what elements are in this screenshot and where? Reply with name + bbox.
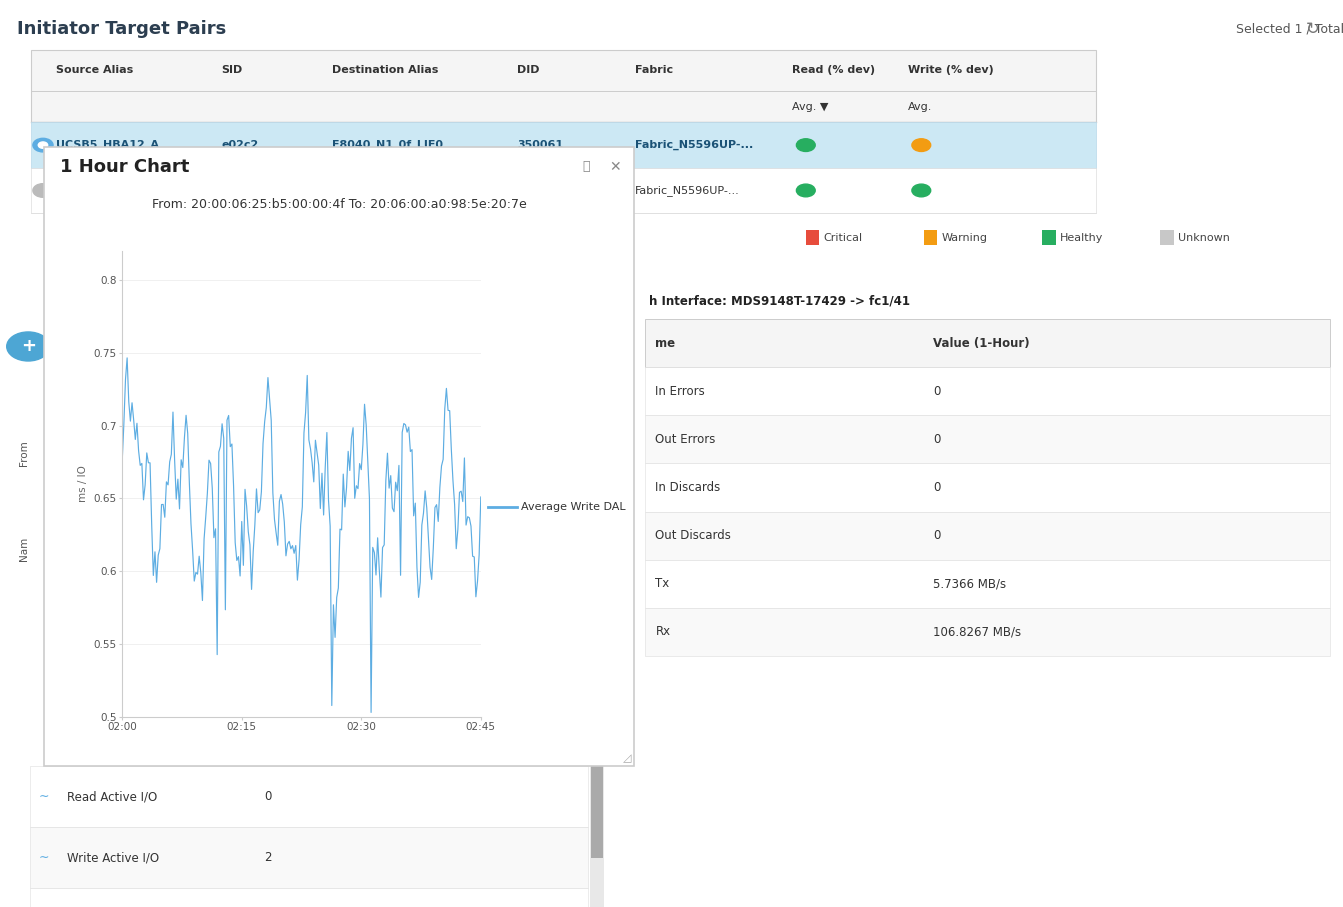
Text: 106.8267 MB/s: 106.8267 MB/s	[933, 625, 1022, 639]
Text: 0: 0	[933, 385, 940, 398]
Text: Write Active I/O: Write Active I/O	[67, 851, 160, 864]
Text: ∼: ∼	[39, 851, 50, 864]
Text: 0: 0	[933, 481, 940, 494]
Text: ✕: ✕	[610, 160, 622, 174]
Circle shape	[32, 138, 54, 151]
Text: Healthy: Healthy	[1060, 232, 1103, 243]
Bar	[806, 230, 819, 245]
Text: e02c2: e02c2	[222, 140, 259, 151]
Bar	[645, 415, 1330, 463]
Bar	[645, 319, 1330, 367]
Text: From: From	[19, 441, 28, 466]
Bar	[590, 766, 604, 907]
Text: Avg.: Avg.	[908, 102, 932, 112]
Text: Tx: Tx	[655, 577, 670, 590]
Text: From: 20:00:06:25:b5:00:00:4f To: 20:06:00:a0:98:5e:20:7e: From: 20:00:06:25:b5:00:00:4f To: 20:06:…	[152, 198, 526, 210]
Bar	[30, 827, 588, 888]
Text: UCSB5_HBA12_A: UCSB5_HBA12_A	[56, 185, 150, 196]
Bar	[1160, 230, 1174, 245]
Text: 0: 0	[933, 433, 940, 446]
Bar	[591, 766, 603, 858]
Text: F8040_N1_0f_LIF0: F8040_N1_0f_LIF0	[332, 140, 443, 151]
Text: d800a1: d800a1	[517, 185, 559, 196]
Text: Read (% dev): Read (% dev)	[792, 65, 876, 75]
Bar	[645, 512, 1330, 560]
Bar	[31, 50, 1096, 122]
Text: Source Alias: Source Alias	[56, 65, 134, 75]
Bar	[44, 147, 634, 766]
Text: Out Errors: Out Errors	[655, 433, 716, 446]
Text: 1 Hour Chart: 1 Hour Chart	[60, 158, 189, 176]
Text: DID: DID	[517, 65, 540, 75]
Text: 350061: 350061	[517, 140, 563, 151]
Circle shape	[912, 184, 931, 197]
Text: Rx: Rx	[655, 625, 670, 639]
Circle shape	[38, 141, 48, 148]
Text: 0: 0	[265, 790, 271, 804]
Bar	[645, 463, 1330, 512]
Text: me: me	[655, 336, 676, 350]
Text: In Discards: In Discards	[655, 481, 721, 494]
Text: 5.7366 MB/s: 5.7366 MB/s	[933, 577, 1006, 590]
Bar	[30, 766, 588, 827]
Bar	[645, 367, 1330, 415]
Text: Fabric: Fabric	[635, 65, 673, 75]
Text: 2: 2	[265, 851, 273, 864]
Bar	[31, 168, 1096, 213]
Text: Avg. ▼: Avg. ▼	[792, 102, 829, 112]
Text: +: +	[20, 337, 36, 356]
Text: Fabric_N5596UP-...: Fabric_N5596UP-...	[635, 185, 740, 196]
Circle shape	[7, 332, 50, 361]
Text: ∼: ∼	[39, 790, 50, 804]
Bar	[1042, 230, 1056, 245]
Text: F8040_N1_0h_LIF0: F8040_N1_0h_LIF0	[332, 185, 435, 196]
Text: Out Discards: Out Discards	[655, 529, 731, 542]
Bar	[645, 560, 1330, 608]
Text: Selected 1 / Total 2: Selected 1 / Total 2	[1236, 23, 1343, 35]
Text: Nam: Nam	[19, 537, 28, 561]
Text: ◿: ◿	[623, 754, 631, 764]
Bar	[31, 122, 1096, 168]
Bar	[645, 608, 1330, 656]
Text: 0: 0	[933, 529, 940, 542]
Text: Warning: Warning	[941, 232, 987, 243]
Text: UCSB5_HBA12_A: UCSB5_HBA12_A	[56, 140, 160, 151]
Text: e02c2: e02c2	[222, 185, 257, 196]
Text: Unknown: Unknown	[1178, 232, 1230, 243]
Y-axis label: ms / IO: ms / IO	[78, 465, 89, 502]
Bar	[30, 888, 588, 907]
Text: Destination Alias: Destination Alias	[332, 65, 438, 75]
Text: SID: SID	[222, 65, 243, 75]
Circle shape	[796, 139, 815, 151]
Text: Value (1-Hour): Value (1-Hour)	[933, 336, 1030, 350]
Bar	[924, 230, 937, 245]
Text: Read Active I/O: Read Active I/O	[67, 790, 157, 804]
Text: Fabric_N5596UP-...: Fabric_N5596UP-...	[635, 140, 753, 151]
Circle shape	[912, 139, 931, 151]
Circle shape	[32, 183, 54, 198]
Text: Write (% dev): Write (% dev)	[908, 65, 994, 75]
Text: In Errors: In Errors	[655, 385, 705, 398]
Text: ↻: ↻	[1305, 20, 1319, 38]
Text: h Interface: MDS9148T-17429 -> fc1/41: h Interface: MDS9148T-17429 -> fc1/41	[649, 295, 909, 307]
Text: Critical: Critical	[823, 232, 862, 243]
Text: Initiator Target Pairs: Initiator Target Pairs	[17, 20, 227, 38]
Text: Average Write DAL: Average Write DAL	[521, 502, 626, 512]
Circle shape	[796, 184, 815, 197]
Text: 📌: 📌	[583, 161, 591, 173]
